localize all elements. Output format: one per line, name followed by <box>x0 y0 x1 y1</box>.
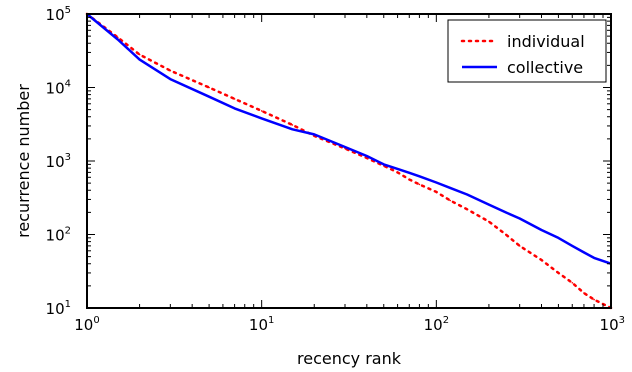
data-point-collective <box>233 107 236 110</box>
data-point-collective <box>466 193 468 196</box>
data-point-collective <box>117 38 119 41</box>
data-point-collective <box>408 172 411 174</box>
y-axis-label: recurrence number <box>14 84 33 238</box>
data-point-collective <box>313 133 316 136</box>
y-tick-label: 103 <box>46 152 71 171</box>
data-point-individual <box>488 220 490 223</box>
data-point-collective <box>418 175 421 178</box>
legend: individual collective <box>447 19 607 83</box>
data-point-individual <box>260 110 263 112</box>
data-point-individual <box>540 259 543 261</box>
data-point-individual <box>291 124 294 126</box>
data-point-individual <box>583 292 585 294</box>
y-tick-label: 105 <box>46 5 71 24</box>
y-tick-label: 104 <box>46 79 71 98</box>
data-point-individual <box>593 298 595 301</box>
data-point-collective <box>169 78 172 80</box>
data-point-collective <box>344 146 346 148</box>
data-point-collective <box>260 117 263 120</box>
data-point-individual <box>366 157 368 159</box>
data-point-collective <box>505 211 507 214</box>
legend-label-collective: collective <box>507 58 583 77</box>
data-point-individual <box>418 183 421 186</box>
legend-label-individual: individual <box>507 32 585 51</box>
x-axis-label: recency rank <box>297 349 402 368</box>
data-point-collective <box>138 58 141 61</box>
data-point-individual <box>208 86 210 89</box>
series-layer <box>85 12 613 310</box>
data-point-collective <box>593 257 595 259</box>
data-point-collective <box>208 95 210 98</box>
x-tick-label: 100 <box>74 315 99 334</box>
data-point-individual <box>396 171 399 174</box>
data-point-collective <box>291 128 294 131</box>
data-point-collective <box>366 155 368 157</box>
data-point-individual <box>233 98 236 100</box>
data-point-collective <box>583 251 585 254</box>
data-point-individual <box>138 53 141 56</box>
data-point-individual <box>449 199 452 202</box>
data-point-individual <box>435 191 438 193</box>
data-point-collective <box>383 163 385 166</box>
x-tick-label: 102 <box>424 315 449 334</box>
data-point-individual <box>466 208 468 211</box>
data-point-individual <box>518 245 521 247</box>
data-point-collective <box>488 203 490 206</box>
x-tick-label: 103 <box>600 315 625 334</box>
data-point-collective <box>449 187 452 189</box>
data-point-collective <box>518 217 521 220</box>
data-point-individual <box>169 69 172 72</box>
axis-ticks <box>86 13 612 309</box>
data-point-collective <box>571 245 574 247</box>
data-point-collective <box>396 168 399 170</box>
data-point-collective <box>435 181 438 184</box>
legend-box <box>447 19 607 83</box>
data-point-individual <box>557 272 560 274</box>
data-point-collective <box>557 237 560 239</box>
y-tick-label: 102 <box>46 226 71 245</box>
x-tick-label: 101 <box>249 315 274 334</box>
data-point-individual <box>505 233 507 236</box>
data-point-individual <box>571 282 574 284</box>
data-point-individual <box>408 178 411 181</box>
y-tick-label: 101 <box>46 299 71 318</box>
data-point-collective <box>540 229 543 231</box>
